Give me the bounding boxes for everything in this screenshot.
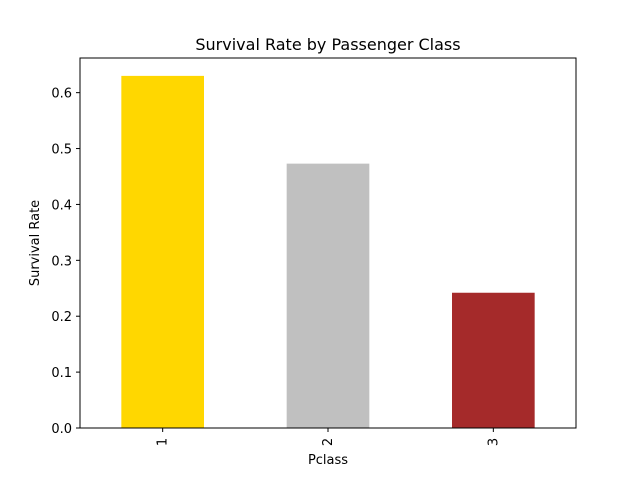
- y-tick-label-0.3: 0.3: [51, 254, 72, 269]
- y-axis-label: Survival Rate: [28, 200, 43, 286]
- x-tick-label-1: 1: [156, 438, 171, 446]
- bar-3: [452, 292, 535, 428]
- bars-group: [121, 75, 535, 428]
- chart-title: Survival Rate by Passenger Class: [195, 35, 460, 54]
- x-axis-label: Pclass: [308, 453, 348, 468]
- y-tick-label-0.5: 0.5: [51, 143, 72, 158]
- y-tick-label-0.4: 0.4: [51, 198, 72, 213]
- bar-2: [286, 163, 370, 428]
- y-axis: 0.0 0.1 0.2 0.3 0.4 0.5 0.6: [51, 87, 80, 437]
- y-tick-label-0.2: 0.2: [51, 310, 72, 325]
- bar-1: [121, 75, 204, 428]
- x-tick-label-2: 2: [321, 438, 336, 446]
- x-axis: 1 2 3: [156, 428, 501, 446]
- y-tick-label-0.1: 0.1: [51, 366, 72, 381]
- y-tick-label-0.6: 0.6: [51, 87, 72, 102]
- y-tick-label-0.0: 0.0: [51, 422, 72, 437]
- x-tick-label-3: 3: [486, 438, 501, 446]
